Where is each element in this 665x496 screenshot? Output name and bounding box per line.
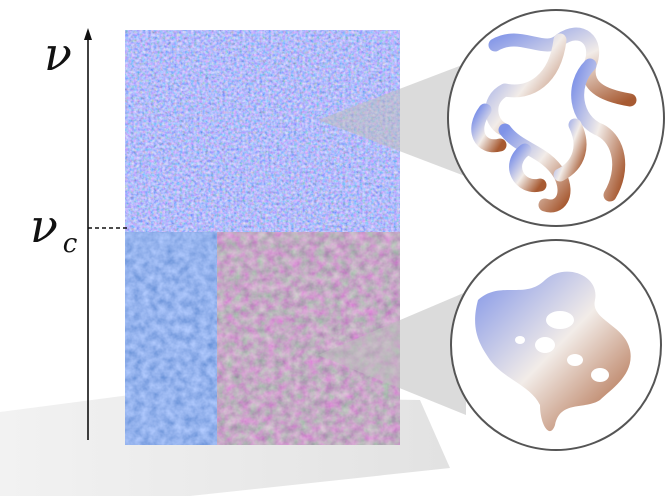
critical-subscript: c — [63, 229, 78, 259]
arrow-head — [84, 28, 92, 40]
block-left-face — [125, 232, 217, 445]
axis-label: ν — [44, 27, 72, 81]
critical-label: ν — [30, 199, 58, 253]
page: ν ν c (() => { const data = JSON.parse(d… — [0, 0, 665, 496]
illustration: ν ν c — [0, 0, 665, 496]
